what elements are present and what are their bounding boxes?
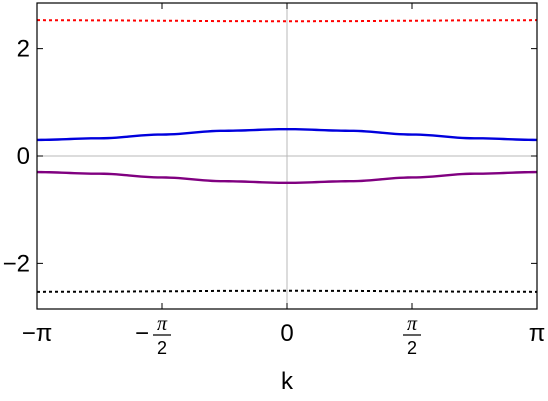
y-tick-label: −2 [3,250,30,277]
x-tick-label: π [529,320,546,347]
x-tick-frac-denominator: 2 [157,338,167,358]
y-tick-label: 2 [17,36,30,63]
x-tick-frac-sign: − [135,320,149,347]
x-tick-frac-denominator: 2 [407,338,417,358]
series-line-1 [37,19,537,23]
grid-layer [37,3,537,309]
series-line-2 [36,127,538,142]
series-line-4 [37,289,537,293]
y-tick-label: 0 [17,143,30,170]
tick-layer [36,3,538,309]
x-tick-label: 0 [280,320,293,347]
series-layer [36,19,538,293]
x-tick-frac-numerator: π [157,313,168,335]
x-tick-label: −π [22,320,53,347]
x-tick-frac-numerator: π [407,313,418,335]
series-line-3 [36,170,538,185]
x-axis-label: k [281,368,294,395]
